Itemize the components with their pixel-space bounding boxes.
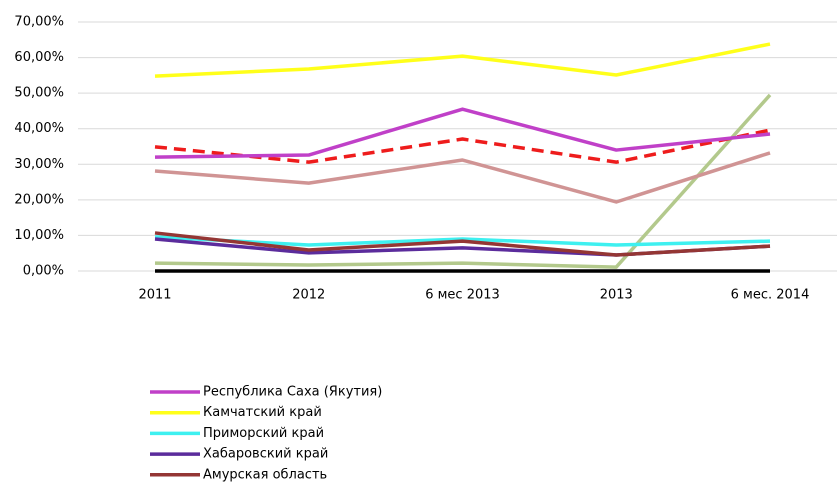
y-tick-label: 20,00% [14,192,64,207]
series-line [154,107,771,159]
legend-label: Хабаровский край [203,447,328,462]
y-tick-label: 0,00% [23,264,64,279]
x-tick-label: 6 мес. 2014 [731,288,810,303]
legend-label: Камчатский край [203,405,322,420]
x-tick-label: 2013 [600,288,633,303]
x-tick-label: 6 мес 2013 [425,288,500,303]
y-tick-label: 70,00% [14,15,64,30]
series-line [154,235,771,247]
y-tick-label: 60,00% [14,50,64,65]
legend-label: Приморский край [203,426,324,441]
series-line [154,42,771,78]
legend-label: Республика Саха (Якутия) [203,385,382,400]
y-tick-label: 40,00% [14,121,64,136]
legend-label: Амурская область [203,467,327,482]
series-line [154,231,771,257]
x-tick-label: 2011 [138,288,171,303]
series-line [154,151,771,204]
x-tick-label: 2012 [292,288,325,303]
y-tick-label: 30,00% [14,157,64,172]
y-tick-label: 10,00% [14,228,64,243]
series-line [154,93,772,269]
y-tick-label: 50,00% [14,86,64,101]
